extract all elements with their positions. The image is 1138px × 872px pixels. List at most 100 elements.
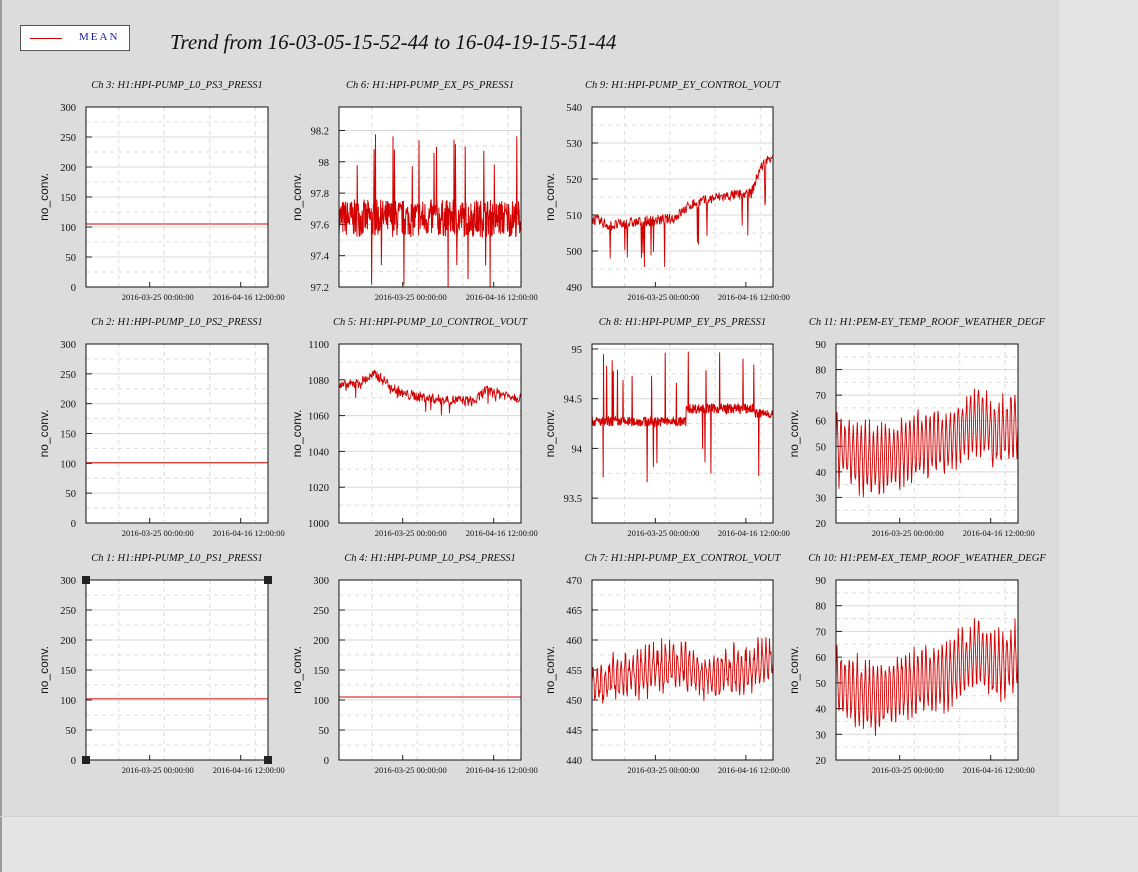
series-mean-line <box>835 618 1019 737</box>
x-tick-label: 2016-03-25 00:00:00 <box>872 765 944 775</box>
x-tick-label: 2016-04-16 12:00:00 <box>718 292 790 302</box>
chart-title: Ch 11: H1:PEM-EY_TEMP_ROOF_WEATHER_DEGF <box>809 317 1046 328</box>
series-mean-line <box>835 388 1019 498</box>
y-tick-label: 1060 <box>308 412 329 423</box>
y-tick-label: 465 <box>566 606 582 617</box>
y-axis-label: no_conv. <box>787 410 801 458</box>
plot-area <box>592 344 773 523</box>
y-tick-label: 30 <box>816 730 827 741</box>
series-mean-line <box>591 351 774 483</box>
x-tick-label: 2016-03-25 00:00:00 <box>627 528 699 538</box>
chart-title: Ch 4: H1:HPI-PUMP_L0_PS4_PRESS1 <box>344 553 515 564</box>
chart-title: Ch 3: H1:HPI-PUMP_L0_PS3_PRESS1 <box>91 80 262 91</box>
y-tick-label: 94.5 <box>564 395 582 406</box>
chart-panel: Ch 1: H1:HPI-PUMP_L0_PS1_PRESS1 0 50 100 150… <box>37 553 285 775</box>
y-tick-label: 60 <box>816 653 827 664</box>
y-tick-label: 200 <box>313 636 329 647</box>
y-tick-label: 50 <box>66 253 77 264</box>
x-tick-label: 2016-04-16 12:00:00 <box>213 765 285 775</box>
y-tick-label: 455 <box>566 666 582 677</box>
y-tick-label: 30 <box>816 493 827 504</box>
y-tick-label: 300 <box>60 576 76 587</box>
y-tick-label: 50 <box>816 442 827 453</box>
chart-panel: Ch 2: H1:HPI-PUMP_L0_PS2_PRESS1 0 50 100 150… <box>37 317 285 538</box>
chart-panel: Ch 11: H1:PEM-EY_TEMP_ROOF_WEATHER_DEGF 2… <box>787 317 1046 538</box>
series-mean-line <box>591 637 774 704</box>
y-tick-label: 520 <box>566 175 582 186</box>
chart-panel: Ch 6: H1:HPI-PUMP_EX_PS_PRESS1 97.2 97.4 97… <box>290 80 538 302</box>
x-tick-label: 2016-03-25 00:00:00 <box>122 765 194 775</box>
y-tick-label: 97.2 <box>311 283 329 294</box>
chart-title: Ch 10: H1:PEM-EX_TEMP_ROOF_WEATHER_DEGF <box>808 553 1046 564</box>
plot-frame <box>591 343 774 524</box>
y-tick-label: 1040 <box>308 447 329 458</box>
y-tick-label: 50 <box>319 726 330 737</box>
plot-frame <box>338 343 522 524</box>
y-tick-label: 50 <box>816 679 827 690</box>
x-tick-label: 2016-03-25 00:00:00 <box>375 765 447 775</box>
y-tick-label: 530 <box>566 139 582 150</box>
window-edge <box>0 0 2 872</box>
y-tick-label: 150 <box>60 430 76 441</box>
y-tick-label: 250 <box>60 606 76 617</box>
y-tick-label: 460 <box>566 636 582 647</box>
y-tick-label: 150 <box>60 193 76 204</box>
y-axis-label: no_conv. <box>290 173 304 221</box>
x-tick-label: 2016-03-25 00:00:00 <box>122 528 194 538</box>
page-title: Trend from 16-03-05-15-52-44 to 16-04-19… <box>170 30 617 54</box>
chart-title: Ch 2: H1:HPI-PUMP_L0_PS2_PRESS1 <box>91 317 262 328</box>
y-tick-label: 470 <box>566 576 582 587</box>
y-tick-label: 100 <box>60 459 76 470</box>
x-tick-label: 2016-04-16 12:00:00 <box>466 292 538 302</box>
y-tick-label: 200 <box>60 636 76 647</box>
series-mean-line <box>591 154 774 268</box>
chart-panel: Ch 4: H1:HPI-PUMP_L0_PS4_PRESS1 0 50 100 150… <box>290 553 538 775</box>
y-axis-label: no_conv. <box>543 646 557 694</box>
y-tick-label: 97.8 <box>311 189 329 200</box>
x-tick-label: 2016-03-25 00:00:00 <box>375 292 447 302</box>
x-tick-label: 2016-04-16 12:00:00 <box>718 528 790 538</box>
chart-panel: Ch 10: H1:PEM-EX_TEMP_ROOF_WEATHER_DEGF 2… <box>787 553 1046 775</box>
y-tick-label: 300 <box>60 103 76 114</box>
y-axis-label: no_conv. <box>543 173 557 221</box>
y-tick-label: 70 <box>816 391 827 402</box>
plot-frame <box>835 343 1019 524</box>
plot-frame <box>338 579 522 761</box>
y-tick-label: 100 <box>313 696 329 707</box>
chart-title: Ch 8: H1:HPI-PUMP_EY_PS_PRESS1 <box>599 317 766 328</box>
y-tick-label: 40 <box>816 705 827 716</box>
y-tick-label: 150 <box>60 666 76 677</box>
y-tick-label: 20 <box>816 756 827 767</box>
legend-mean-label: MEAN <box>79 31 120 43</box>
y-tick-label: 200 <box>60 163 76 174</box>
y-tick-label: 20 <box>816 519 827 530</box>
y-tick-label: 0 <box>71 283 76 294</box>
y-tick-label: 250 <box>313 606 329 617</box>
chart-panel: Ch 8: H1:HPI-PUMP_EY_PS_PRESS1 93.5 94 94.5… <box>543 317 790 538</box>
y-tick-label: 80 <box>816 366 827 377</box>
chart-panel: Ch 3: H1:HPI-PUMP_L0_PS3_PRESS1 0 50 100 150… <box>37 80 285 302</box>
plot-frame <box>85 579 269 761</box>
chart-panel: Ch 5: H1:HPI-PUMP_L0_CONTROL_VOUT 1000 102… <box>290 317 538 538</box>
x-tick-label: 2016-04-16 12:00:00 <box>963 765 1035 775</box>
y-tick-label: 93.5 <box>564 494 582 505</box>
y-tick-label: 50 <box>66 726 77 737</box>
y-tick-label: 70 <box>816 627 827 638</box>
y-tick-label: 98.2 <box>311 126 329 137</box>
y-tick-label: 50 <box>66 489 77 500</box>
x-tick-label: 2016-04-16 12:00:00 <box>718 765 790 775</box>
x-tick-label: 2016-03-25 00:00:00 <box>627 765 699 775</box>
y-tick-label: 1000 <box>308 519 329 530</box>
y-tick-label: 94 <box>572 444 583 455</box>
chart-title: Ch 1: H1:HPI-PUMP_L0_PS1_PRESS1 <box>91 553 262 564</box>
legend-mean-line <box>30 38 62 39</box>
y-tick-label: 90 <box>816 340 827 351</box>
selection-handle <box>82 756 90 764</box>
plot-frame <box>85 343 269 524</box>
y-axis-label: no_conv. <box>290 646 304 694</box>
x-tick-label: 2016-04-16 12:00:00 <box>466 528 538 538</box>
chart-title: Ch 5: H1:HPI-PUMP_L0_CONTROL_VOUT <box>333 317 528 328</box>
y-tick-label: 500 <box>566 247 582 258</box>
chart-panel: Ch 7: H1:HPI-PUMP_EX_CONTROL_VOUT 440 445 4… <box>543 553 790 775</box>
